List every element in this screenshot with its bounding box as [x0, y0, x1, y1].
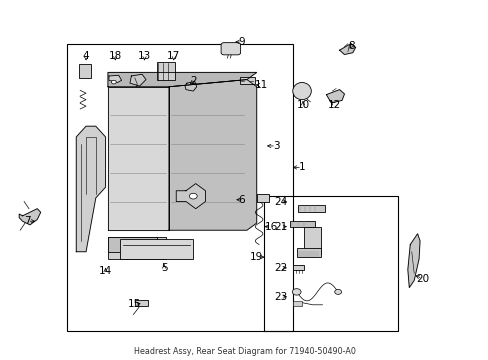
- Bar: [66, 44, 293, 330]
- Polygon shape: [130, 74, 146, 86]
- Polygon shape: [108, 87, 168, 230]
- Text: Headrest Assy, Rear Seat Diagram for 71940-50490-A0: Headrest Assy, Rear Seat Diagram for 719…: [133, 347, 355, 356]
- Bar: [264, 196, 397, 330]
- Text: 1: 1: [298, 162, 305, 172]
- Bar: [296, 248, 321, 257]
- Text: 10: 10: [296, 100, 309, 110]
- Bar: [293, 301, 302, 306]
- Polygon shape: [108, 72, 256, 87]
- Bar: [157, 62, 175, 80]
- Text: 18: 18: [108, 51, 122, 61]
- Text: 23: 23: [274, 292, 287, 302]
- Bar: [293, 265, 304, 270]
- Polygon shape: [176, 184, 205, 209]
- Circle shape: [111, 80, 116, 84]
- Bar: [108, 237, 157, 252]
- Text: 12: 12: [327, 100, 341, 110]
- Text: 4: 4: [82, 51, 89, 61]
- Bar: [120, 239, 193, 259]
- Text: 17: 17: [167, 51, 180, 61]
- Bar: [239, 77, 255, 84]
- Bar: [135, 300, 148, 306]
- Circle shape: [334, 289, 341, 294]
- Text: 5: 5: [161, 263, 167, 273]
- Polygon shape: [19, 209, 41, 225]
- Polygon shape: [76, 126, 105, 252]
- Text: 8: 8: [348, 41, 354, 50]
- Polygon shape: [168, 80, 256, 230]
- Text: 9: 9: [238, 37, 245, 47]
- Polygon shape: [326, 90, 344, 103]
- Polygon shape: [109, 75, 122, 82]
- FancyBboxPatch shape: [221, 42, 240, 55]
- Text: 21: 21: [274, 222, 287, 231]
- Text: 3: 3: [272, 141, 279, 151]
- Ellipse shape: [292, 82, 311, 100]
- Text: 14: 14: [99, 266, 112, 276]
- Bar: [298, 205, 325, 212]
- Bar: [79, 64, 91, 78]
- Polygon shape: [339, 44, 355, 54]
- Bar: [290, 221, 314, 226]
- Circle shape: [189, 193, 197, 199]
- Text: 20: 20: [415, 274, 428, 284]
- Bar: [108, 237, 166, 259]
- Text: 13: 13: [138, 51, 151, 61]
- Polygon shape: [407, 234, 419, 288]
- Text: 7: 7: [24, 216, 31, 226]
- Polygon shape: [184, 81, 196, 91]
- Text: 6: 6: [238, 195, 245, 205]
- Text: 16: 16: [264, 222, 277, 231]
- Text: 15: 15: [128, 299, 141, 309]
- Bar: [256, 194, 268, 202]
- Text: 22: 22: [274, 263, 287, 273]
- Bar: [304, 226, 321, 253]
- Text: 11: 11: [254, 80, 267, 90]
- Text: 19: 19: [249, 252, 263, 262]
- Circle shape: [292, 289, 301, 295]
- Text: 24: 24: [274, 197, 287, 207]
- Text: 2: 2: [190, 76, 196, 86]
